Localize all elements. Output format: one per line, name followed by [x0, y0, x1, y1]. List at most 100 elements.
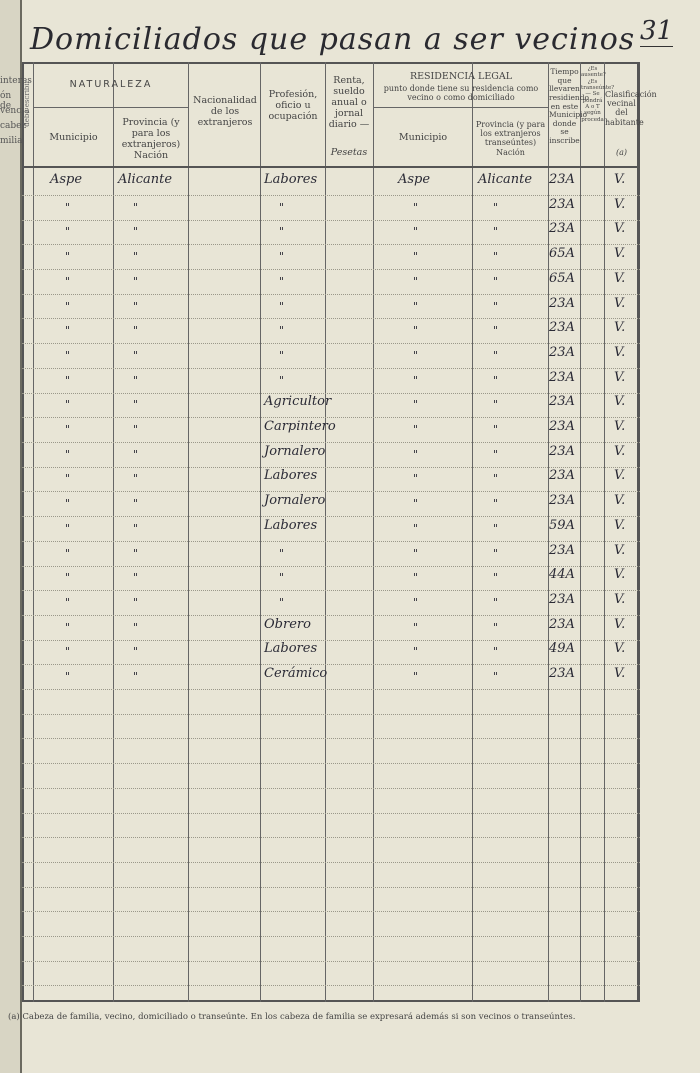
cell-rmun: ": [413, 300, 419, 313]
cell-mun: ": [65, 250, 71, 263]
cell-rmun: ": [413, 448, 419, 461]
header-tiempo: Tiempo que llevaren residiendo en este M…: [549, 67, 590, 145]
row-rule: [22, 590, 640, 591]
cell-clas: V.: [614, 246, 626, 261]
register-table: [22, 62, 640, 1002]
row-rule: [22, 689, 640, 690]
cell-rmun: ": [413, 645, 419, 658]
column-divider: [113, 62, 114, 1002]
row-rule: [22, 936, 640, 937]
cell-prov: ": [133, 596, 139, 609]
cell-rprov: ": [493, 547, 499, 560]
cell-tiempo: 23A: [549, 444, 575, 459]
cell-prov: ": [133, 275, 139, 288]
cell-prov: ": [133, 448, 139, 461]
cell-prov: ": [133, 349, 139, 362]
header-res-municipio: Municipio: [398, 132, 448, 143]
row-rule: [22, 269, 640, 270]
cell-clas: V.: [614, 617, 626, 632]
cell-prov: ": [133, 497, 139, 510]
cell-rmun: ": [413, 324, 419, 337]
cell-rprov: ": [493, 596, 499, 609]
cell-prov: ": [133, 522, 139, 535]
cell-rmun: ": [413, 497, 419, 510]
cell-rmun: ": [413, 472, 419, 485]
cell-prof: Labores: [264, 641, 318, 656]
cell-mun: ": [65, 275, 71, 288]
cell-prov: ": [133, 300, 139, 313]
cell-mun: ": [65, 225, 71, 238]
cell-mun: ": [65, 472, 71, 485]
cell-clas: V.: [614, 172, 626, 187]
row-rule: [22, 837, 640, 838]
cell-prof: Cerámico: [264, 666, 328, 681]
cell-prof: ": [279, 349, 285, 362]
cell-tiempo: 23A: [549, 617, 575, 632]
cell-clas: V.: [614, 197, 626, 212]
column-divider: [188, 62, 189, 1002]
header-divider: [34, 107, 188, 108]
row-rule: [22, 911, 640, 912]
row-rule: [22, 788, 640, 789]
cell-tiempo: 59A: [549, 518, 575, 533]
row-rule: [22, 961, 640, 962]
cell-tiempo: 23A: [549, 197, 575, 212]
cell-mun: ": [65, 398, 71, 411]
cell-prov: ": [133, 670, 139, 683]
cell-tiempo: 23A: [549, 296, 575, 311]
cell-rmun: ": [413, 225, 419, 238]
row-rule: [22, 763, 640, 764]
cell-rprov: ": [493, 448, 499, 461]
cell-prov: ": [133, 398, 139, 411]
cell-mun: ": [65, 547, 71, 560]
cell-rprov: ": [493, 472, 499, 485]
row-rule: [22, 516, 640, 517]
cell-prov: ": [133, 374, 139, 387]
column-divider: [260, 62, 261, 1002]
cell-mun: Aspe: [50, 172, 83, 187]
cell-clas: V.: [614, 320, 626, 335]
cell-rprov: ": [493, 621, 499, 634]
cell-tiempo: 23A: [549, 172, 575, 187]
cell-rmun: Aspe: [398, 172, 431, 187]
cell-tiempo: 23A: [549, 592, 575, 607]
cell-tiempo: 23A: [549, 221, 575, 236]
cell-mun: ": [65, 423, 71, 436]
cell-tiempo: 23A: [549, 345, 575, 360]
header-residencia-sub: punto donde tiene su residencia como vec…: [383, 84, 539, 103]
cell-rmun: ": [413, 571, 419, 584]
cell-prov: ": [133, 645, 139, 658]
cell-mun: ": [65, 645, 71, 658]
margin-fragment: interes: [0, 76, 32, 86]
row-rule: [22, 887, 640, 888]
header-clasificacion: Clasificación vecinal del habitante: [605, 90, 657, 127]
row-rule: [22, 738, 640, 739]
row-rule: [22, 985, 640, 986]
cell-rprov: ": [493, 571, 499, 584]
cell-tiempo: 23A: [549, 320, 575, 335]
row-rule: [22, 640, 640, 641]
cell-rmun: ": [413, 670, 419, 683]
cell-rprov: ": [493, 645, 499, 658]
cell-prof: ": [279, 225, 285, 238]
cell-prov: ": [133, 324, 139, 337]
header-clasificacion-note: (a): [615, 148, 627, 157]
cell-rmun: ": [413, 201, 419, 214]
row-rule: [22, 343, 640, 344]
cell-tiempo: 44A: [549, 567, 575, 582]
margin-fragment: vencia: [0, 106, 30, 116]
cell-clas: V.: [614, 394, 626, 409]
cell-mun: ": [65, 621, 71, 634]
cell-mun: ": [65, 497, 71, 510]
cell-prof: Jornalero: [264, 444, 326, 459]
cell-tiempo: 23A: [549, 468, 575, 483]
margin-fragment: milia: [0, 136, 23, 146]
margin-fragment: ón de: [0, 91, 12, 111]
cell-mun: ": [65, 596, 71, 609]
cell-mun: ": [65, 670, 71, 683]
cell-prof: Agricultor: [264, 394, 332, 409]
row-rule: [22, 220, 640, 221]
header-res-provincia: Provincia (y para los extranjeros transe…: [475, 120, 546, 157]
header-residencia: RESIDENCIA LEGAL: [409, 71, 513, 82]
cell-rprov: ": [493, 349, 499, 362]
